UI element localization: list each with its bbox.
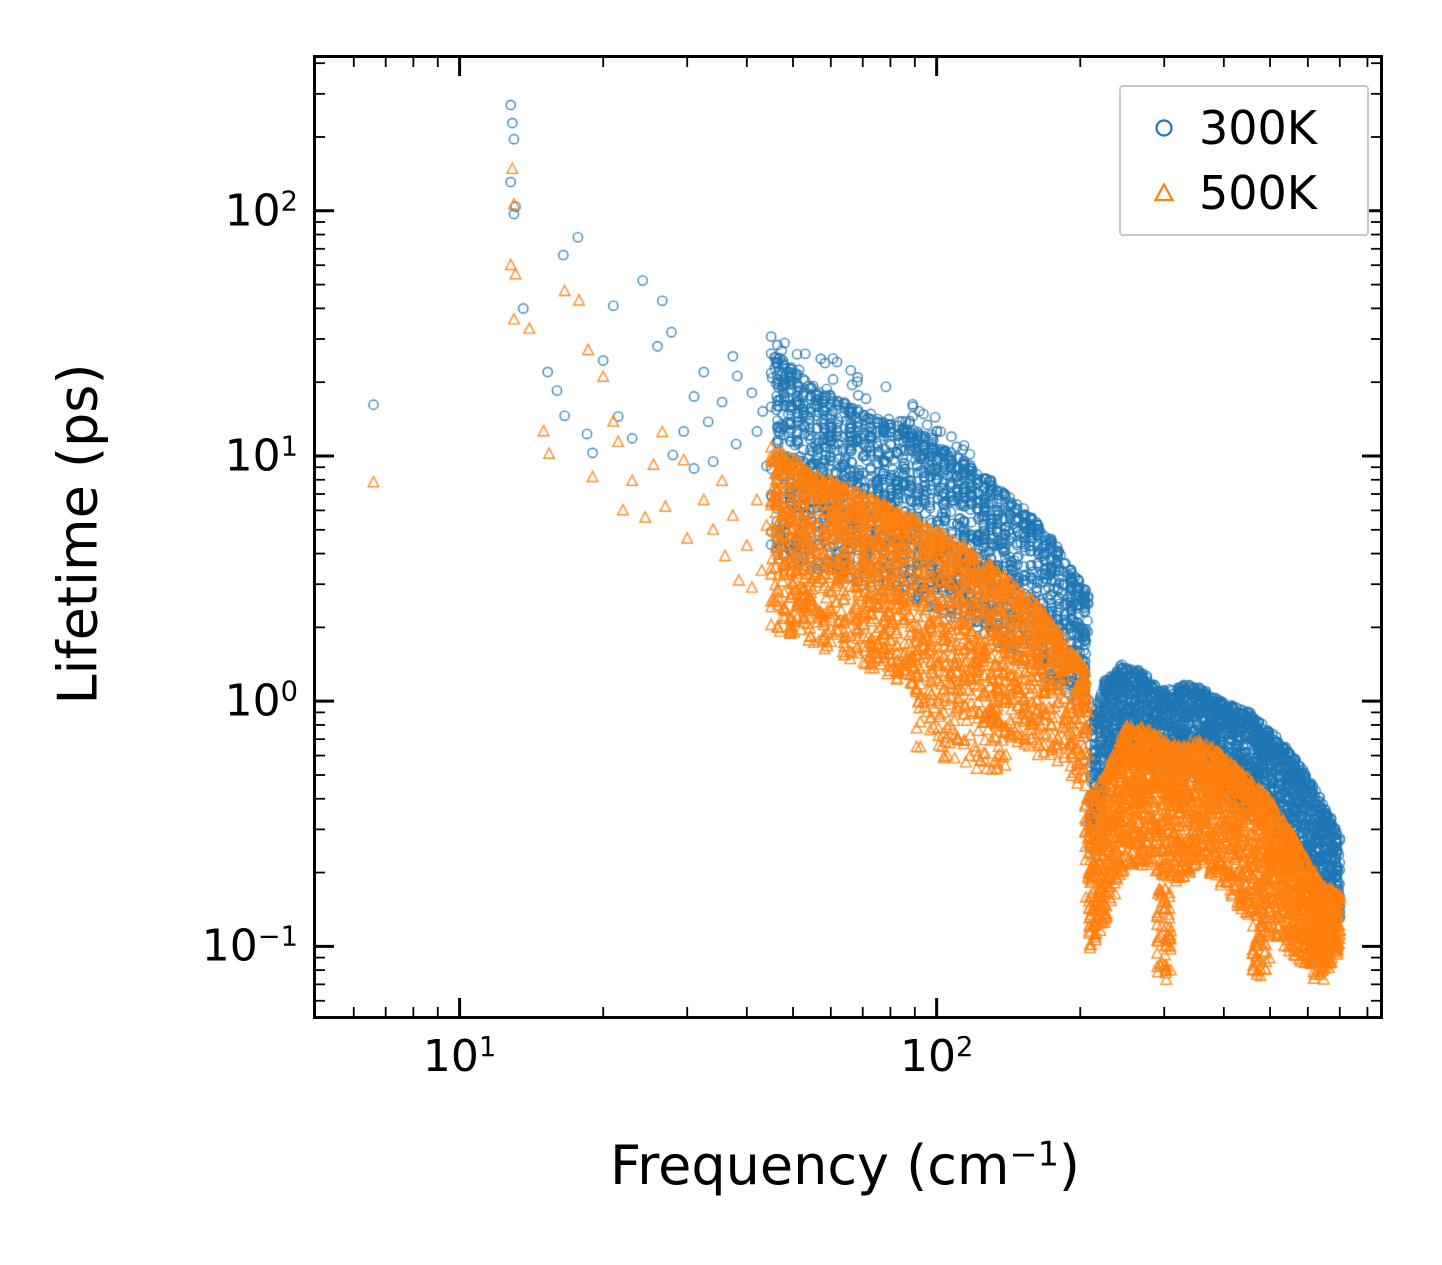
x-tick-label: 102 <box>899 1031 974 1082</box>
tick-exponent: 2 <box>280 186 298 218</box>
y-axis-label: Lifetime (ps) <box>46 363 110 705</box>
tick-exponent: 1 <box>280 431 298 463</box>
y-tick-label: 102 <box>224 185 298 237</box>
tick-exponent: 2 <box>955 1032 974 1063</box>
legend-label-300k: 300K <box>1199 101 1317 156</box>
y-tick-label: 10−1 <box>201 920 298 972</box>
circle-marker-icon <box>1141 108 1187 148</box>
legend-label-500k: 500K <box>1199 165 1317 220</box>
tick-exponent: −1 <box>257 921 298 953</box>
x-axis-label: Frequency (cm−1) <box>610 1134 1080 1197</box>
plot-area: 300K 500K <box>313 55 1383 1019</box>
x-tick-label: 101 <box>422 1031 497 1082</box>
legend: 300K 500K <box>1119 85 1369 236</box>
tick-exponent: 0 <box>280 676 298 708</box>
legend-entry-300k: 300K <box>1121 105 1367 151</box>
legend-entry-500k: 500K <box>1121 170 1367 216</box>
triangle-marker-icon <box>1141 173 1187 213</box>
y-tick-label: 100 <box>224 675 298 727</box>
xlabel-exponent: −1 <box>1009 1134 1059 1174</box>
tick-exponent: 1 <box>478 1032 497 1063</box>
y-tick-label: 101 <box>224 430 298 482</box>
